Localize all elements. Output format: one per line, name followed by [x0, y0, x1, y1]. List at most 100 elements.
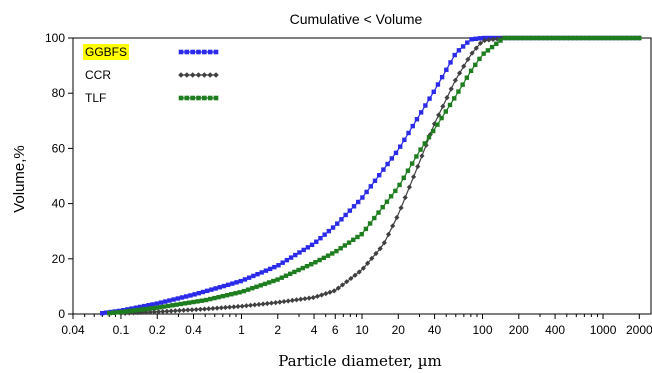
series-point-tlf — [144, 306, 150, 312]
y-tick-label: 0 — [58, 307, 65, 321]
series-point-tlf — [393, 188, 398, 194]
series-point-ccr — [273, 300, 279, 306]
series-point-ccr — [243, 303, 249, 309]
series-point-ggbfs — [242, 277, 248, 282]
series-point-ccr — [227, 304, 233, 310]
series-point-tlf — [351, 237, 356, 243]
series-point-ccr — [390, 223, 396, 229]
series-line-tlf — [109, 37, 640, 314]
series-point-ccr — [444, 95, 450, 101]
series-point-tlf — [456, 89, 461, 94]
series-point-ggbfs — [368, 184, 374, 189]
legend-label-ggbfs: GGBFS — [85, 45, 127, 59]
series-point-ggbfs — [209, 287, 214, 292]
x-tick-label: 0.2 — [149, 323, 166, 337]
series-point-ccr — [160, 308, 166, 315]
series-point-tlf — [481, 51, 486, 56]
series-point-ccr — [369, 255, 375, 261]
series-point-ggbfs — [452, 52, 457, 58]
series-point-tlf — [578, 35, 583, 41]
series-point-tlf — [191, 299, 196, 305]
series-point-ccr — [247, 302, 254, 308]
series-point-ggbfs — [184, 294, 189, 299]
series-point-ccr — [373, 250, 379, 257]
series-point-tlf — [616, 35, 621, 41]
series-point-tlf — [460, 82, 465, 87]
x-tick-label: 10 — [355, 323, 369, 337]
series-point-ccr — [201, 306, 208, 312]
x-tick-label: 0.4 — [185, 323, 202, 337]
series-point-tlf — [506, 35, 512, 41]
legend-marker-ccr — [213, 72, 219, 78]
series-point-tlf — [405, 168, 411, 173]
series-point-tlf — [380, 204, 385, 210]
series-point-tlf — [569, 35, 575, 41]
series-point-ggbfs — [376, 172, 382, 178]
series-point-tlf — [287, 271, 293, 277]
series-point-ccr — [172, 308, 178, 314]
series-point-ggbfs — [301, 247, 306, 253]
series-point-tlf — [233, 291, 238, 296]
series-point-tlf — [443, 109, 449, 114]
series-point-tlf — [346, 240, 352, 245]
series-point-ggbfs — [406, 130, 411, 136]
series-point-tlf — [384, 199, 390, 204]
x-tick-label: 0.04 — [61, 323, 85, 337]
series-point-tlf — [271, 278, 276, 284]
series-point-ccr — [235, 303, 241, 310]
series-point-ccr — [302, 296, 308, 302]
series-point-tlf — [292, 269, 297, 275]
series-point-ccr — [419, 153, 425, 159]
x-axis-ticks: 0.04 0.1 0.2 0.4 1 2 4 6 10 20 40 100 200 400 1000 2000 — [61, 314, 652, 337]
series-point-ccr — [327, 289, 333, 295]
legend-marker-tlf — [213, 95, 219, 101]
series-point-ggbfs — [431, 89, 436, 94]
series-point-tlf — [574, 35, 579, 41]
x-tick-label: 20 — [392, 323, 406, 337]
legend-marker-ggbfs — [196, 49, 201, 55]
chart-title: Cumulative < Volume — [290, 11, 423, 27]
series-point-ccr — [218, 305, 224, 311]
legend: GGBFS CCR TLF — [83, 44, 219, 105]
series-point-ccr — [181, 307, 187, 313]
series-point-ggbfs — [389, 156, 394, 161]
series-point-ggbfs — [192, 292, 197, 297]
series-point-ggbfs — [238, 278, 243, 284]
legend-marker-tlf — [184, 95, 190, 101]
series-point-tlf — [342, 243, 348, 248]
series-point-tlf — [452, 96, 457, 101]
series-point-ggbfs — [330, 225, 336, 230]
series-point-tlf — [283, 273, 289, 278]
series-point-ccr — [461, 63, 467, 69]
legend-marker-ggbfs — [178, 49, 184, 55]
series-point-ggbfs — [221, 283, 227, 289]
series-point-tlf — [203, 297, 209, 303]
series-point-ggbfs — [251, 273, 256, 279]
series-point-ggbfs — [393, 150, 399, 156]
series-point-tlf — [275, 277, 280, 282]
series-point-ggbfs — [129, 306, 134, 311]
series-point-tlf — [607, 35, 613, 41]
series-point-ggbfs — [175, 296, 181, 301]
y-axis-ticks: 0 20 40 60 80 100 — [45, 31, 73, 321]
series-point-ccr — [348, 275, 354, 282]
series-point-ccr — [176, 307, 183, 314]
series-point-tlf — [111, 310, 116, 315]
series-point-tlf — [557, 35, 562, 41]
series-point-ccr — [168, 308, 174, 314]
series-point-ccr — [402, 194, 408, 201]
series-point-ccr — [431, 121, 438, 127]
series-point-tlf — [208, 296, 213, 302]
series-point-ggbfs — [213, 286, 218, 291]
series-point-ggbfs — [397, 144, 403, 149]
series-point-tlf — [258, 283, 263, 288]
series-point-tlf — [624, 35, 629, 41]
series-point-tlf — [132, 308, 137, 313]
series-point-ccr — [486, 37, 492, 43]
series-point-tlf — [170, 303, 175, 308]
series-point-ccr — [335, 285, 341, 291]
series-tlf — [107, 35, 642, 316]
series-point-tlf — [216, 294, 221, 300]
series-point-tlf — [330, 251, 335, 256]
